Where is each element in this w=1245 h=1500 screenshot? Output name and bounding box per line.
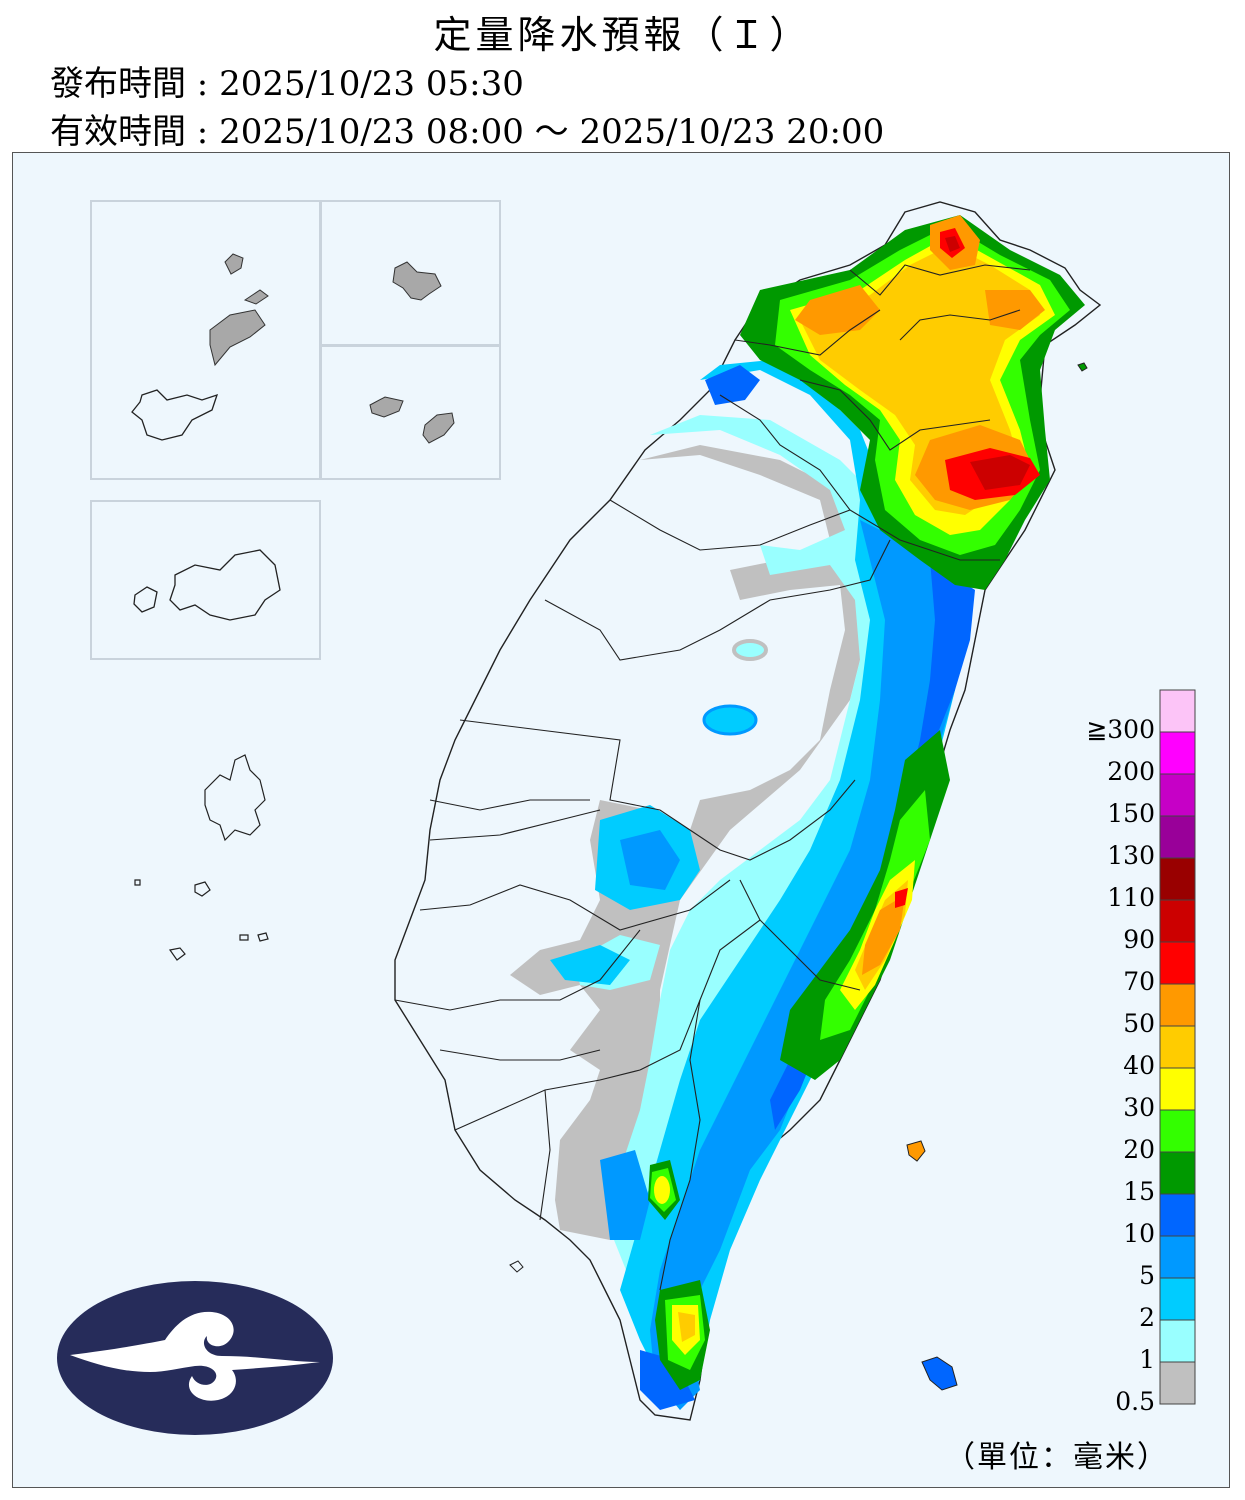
legend-color-bar bbox=[1159, 689, 1196, 1405]
dongyin-island-2 bbox=[422, 412, 455, 444]
map-title: 定量降水預報（Ｉ） bbox=[433, 13, 812, 57]
legend-swatch bbox=[1159, 1277, 1196, 1321]
legend-label: 70 bbox=[1123, 967, 1155, 996]
inset-kinmen bbox=[90, 500, 321, 660]
green-island bbox=[906, 1140, 926, 1162]
cwa-logo bbox=[57, 1281, 333, 1435]
legend-swatch bbox=[1159, 899, 1196, 943]
legend-label: 30 bbox=[1123, 1093, 1155, 1122]
legend-swatch bbox=[1159, 1319, 1196, 1363]
rain-90mm-east bbox=[970, 455, 1030, 490]
rain-70mm-southeast bbox=[895, 888, 908, 908]
legend-swatch bbox=[1159, 773, 1196, 817]
issued-label: 發布時間 bbox=[50, 64, 186, 104]
legend-label: ≧300 bbox=[1086, 715, 1155, 744]
orchid-island bbox=[921, 1356, 958, 1391]
inset-outlines bbox=[131, 389, 281, 621]
matsu-island-3 bbox=[243, 289, 269, 305]
legend-label: 1 bbox=[1139, 1345, 1155, 1374]
issued-time-line: 發布時間 : 2025/10/23 05:30 bbox=[50, 56, 524, 105]
legend-swatch bbox=[1159, 1151, 1196, 1195]
county-boundaries bbox=[394, 264, 1031, 1291]
legend-swatch bbox=[1159, 815, 1196, 859]
rain-2mm-southwest bbox=[550, 945, 630, 985]
legend-unit: （單位：毫米） bbox=[945, 1440, 1169, 1475]
legend-label: 0.5 bbox=[1115, 1387, 1155, 1416]
kinmen-outline bbox=[169, 549, 281, 621]
legend-label: 150 bbox=[1107, 799, 1155, 828]
legend-label: 90 bbox=[1123, 925, 1155, 954]
legend-swatch bbox=[1159, 689, 1196, 733]
issued-colon: : bbox=[186, 64, 220, 104]
legend-label: 2 bbox=[1139, 1303, 1155, 1332]
matsu-island-1 bbox=[224, 253, 244, 275]
legend-label: 110 bbox=[1107, 883, 1155, 912]
legend-label: 15 bbox=[1123, 1177, 1155, 1206]
rain-2mm-spot bbox=[702, 704, 758, 736]
legend-label: 200 bbox=[1107, 757, 1155, 786]
legend-swatch bbox=[1159, 857, 1196, 901]
valid-colon: : bbox=[186, 112, 220, 152]
rain-50mm-north-1 bbox=[795, 285, 880, 335]
rain-10mm-south bbox=[640, 1350, 695, 1410]
legend-label: 10 bbox=[1123, 1219, 1155, 1248]
legend-label: 5 bbox=[1139, 1261, 1155, 1290]
rain-5mm-south-spot bbox=[600, 1150, 650, 1240]
legend-swatch bbox=[1159, 1193, 1196, 1237]
rain-10mm-east bbox=[770, 560, 975, 1130]
rain-40mm-south bbox=[678, 1312, 695, 1342]
valid-time-line: 有效時間 : 2025/10/23 08:00 ～ 2025/10/23 20:… bbox=[50, 104, 884, 153]
rain-10mm-north bbox=[705, 365, 760, 405]
wuqiu-island bbox=[392, 261, 442, 301]
rain-5mm-central-spot bbox=[620, 830, 680, 890]
legend-swatch bbox=[1159, 941, 1196, 985]
rain-90mm-north bbox=[945, 236, 960, 252]
legend-label: 20 bbox=[1123, 1135, 1155, 1164]
legend-swatch bbox=[1159, 731, 1196, 775]
legend-label: 130 bbox=[1107, 841, 1155, 870]
rain-50mm-north-3 bbox=[985, 290, 1045, 330]
dongyin-island-1 bbox=[369, 396, 404, 418]
legend-swatch bbox=[1159, 1361, 1196, 1405]
penghu-islands bbox=[134, 754, 269, 961]
legend-swatch bbox=[1159, 1025, 1196, 1069]
inset-islands bbox=[209, 253, 455, 444]
logo-cloud-swirl bbox=[70, 1311, 320, 1401]
legend-swatch bbox=[1159, 983, 1196, 1027]
legend-swatch bbox=[1159, 1235, 1196, 1279]
penghu-inset-outline bbox=[131, 389, 219, 441]
inset-dongyin bbox=[320, 345, 501, 480]
rain-50mm-southeast bbox=[862, 895, 905, 975]
guishan-island bbox=[1077, 362, 1088, 372]
legend-swatch bbox=[1159, 1067, 1196, 1111]
rain-30mm-spot bbox=[654, 1176, 670, 1204]
xiaoliuqiu bbox=[509, 1260, 524, 1273]
rain-0.5mm-spot bbox=[732, 639, 768, 661]
issued-time: 2025/10/23 05:30 bbox=[219, 64, 524, 104]
legend-label: 40 bbox=[1123, 1051, 1155, 1080]
matsu-island-2 bbox=[209, 309, 266, 367]
lieyu-outline bbox=[133, 586, 158, 613]
legend-label: 50 bbox=[1123, 1009, 1155, 1038]
valid-time: 2025/10/23 08:00 ～ 2025/10/23 20:00 bbox=[219, 112, 885, 152]
legend-swatch bbox=[1159, 1109, 1196, 1153]
valid-label: 有效時間 bbox=[50, 112, 186, 152]
